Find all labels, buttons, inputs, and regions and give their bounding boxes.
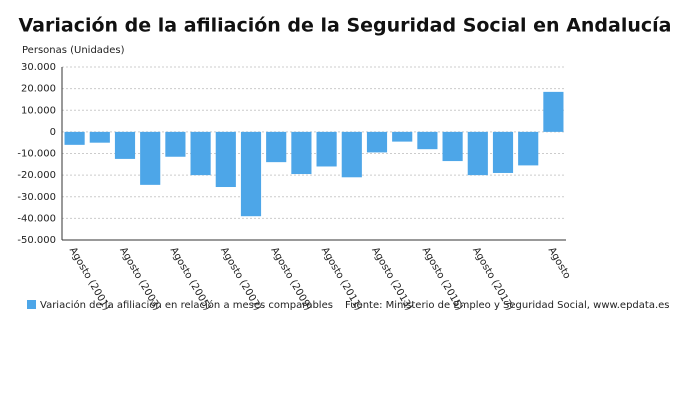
bar — [291, 131, 312, 175]
bar — [467, 131, 488, 176]
bar — [417, 131, 438, 150]
y-tick-label: -30.000 — [17, 192, 56, 203]
bar — [165, 131, 186, 157]
y-tick-label: 0 — [50, 127, 56, 138]
y-tick-label: -40.000 — [17, 213, 56, 224]
legend-swatch — [27, 300, 36, 309]
bar — [89, 131, 110, 143]
bar — [266, 131, 287, 163]
y-tick-label: -20.000 — [17, 170, 56, 181]
y-tick-label: 10.000 — [21, 105, 56, 116]
x-tick-label: Agosto — [546, 246, 573, 281]
bar — [316, 131, 337, 167]
chart-title: Variación de la afiliación de la Segurid… — [19, 15, 672, 37]
bar — [240, 131, 262, 217]
source: Fuente: Ministerio de Empleo y Seguridad… — [345, 300, 670, 311]
y-tick-label: -10.000 — [17, 149, 56, 160]
bar — [140, 131, 161, 185]
legend-label: Variación de la afiliación en relación a… — [40, 299, 333, 311]
bar — [442, 131, 463, 162]
y-tick-label: -50.000 — [17, 235, 56, 246]
y-tick-label: 30.000 — [21, 62, 56, 73]
bar — [341, 131, 362, 178]
y-axis-label: Personas (Unidades) — [22, 45, 125, 56]
bar — [492, 131, 514, 173]
y-tick-label: 20.000 — [21, 84, 56, 95]
bar — [543, 91, 564, 132]
bar — [518, 131, 539, 166]
bar — [366, 131, 388, 153]
bar — [114, 131, 136, 159]
bar — [190, 131, 211, 176]
bar — [215, 131, 236, 188]
bar — [64, 131, 85, 145]
bar — [392, 131, 413, 142]
